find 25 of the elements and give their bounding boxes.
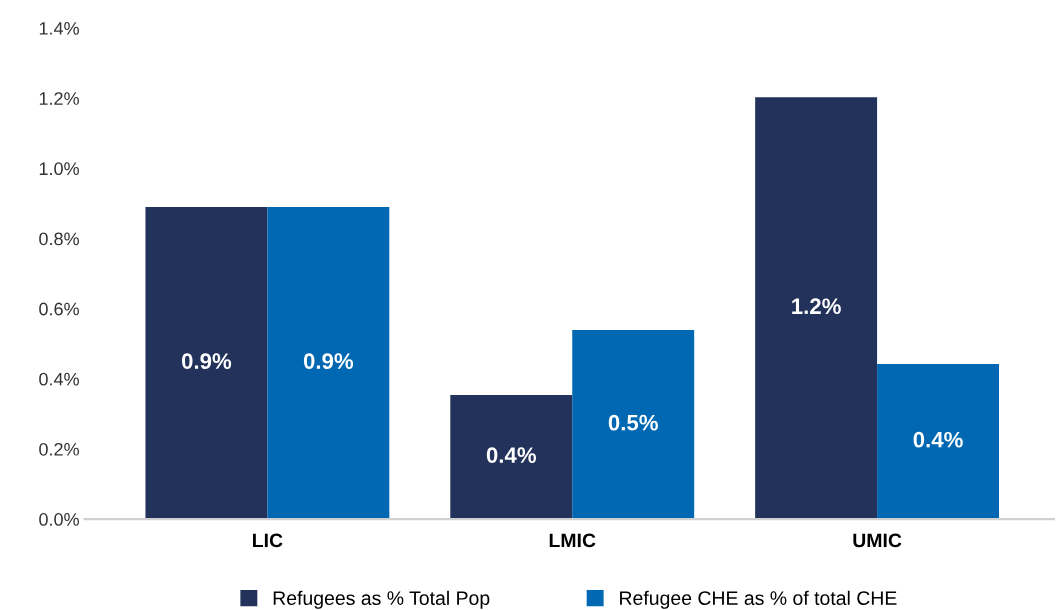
legend-label: Refugees as % Total Pop bbox=[273, 590, 490, 609]
x-tick-label: UMIC bbox=[853, 533, 902, 548]
data-label: 0.5% bbox=[608, 414, 658, 431]
bar bbox=[572, 330, 695, 520]
bar bbox=[755, 97, 878, 520]
y-tick-label: 0.4% bbox=[39, 372, 79, 386]
bar bbox=[267, 206, 390, 520]
bar bbox=[145, 206, 268, 520]
data-label: 0.9% bbox=[303, 353, 354, 369]
data-label: 1.2% bbox=[792, 298, 841, 315]
y-tick-label: 1.4% bbox=[39, 22, 79, 35]
x-tick-label: LIC bbox=[253, 533, 283, 548]
y-tick-label: 0.2% bbox=[39, 442, 79, 456]
y-tick-label: 0.6% bbox=[39, 302, 79, 316]
bar bbox=[877, 364, 1000, 520]
y-tick-label: 0.8% bbox=[39, 232, 79, 246]
data-label: 0.9% bbox=[181, 353, 232, 369]
x-tick-label: LMIC bbox=[549, 533, 596, 548]
bar bbox=[450, 394, 573, 520]
y-tick-label: 1.2% bbox=[39, 92, 79, 105]
data-label: 0.4% bbox=[913, 431, 963, 448]
legend-label: Refugee CHE as % of total CHE bbox=[620, 590, 897, 609]
data-label: 0.4% bbox=[486, 447, 536, 463]
y-tick-label: 0.0% bbox=[39, 513, 79, 526]
y-tick-label: 1.0% bbox=[39, 162, 79, 176]
